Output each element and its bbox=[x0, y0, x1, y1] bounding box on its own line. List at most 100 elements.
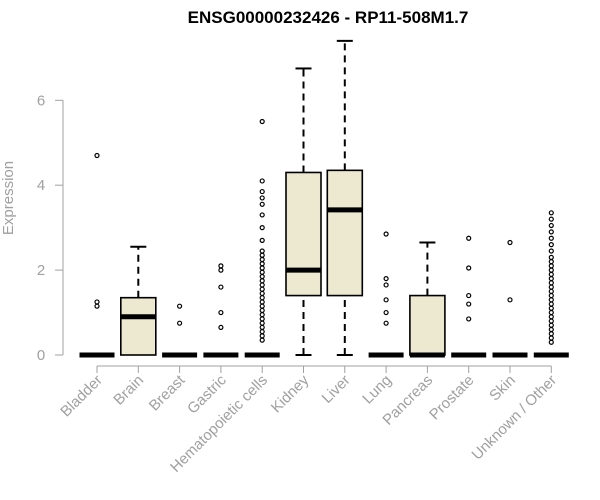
outlier-point bbox=[259, 201, 265, 207]
x-tick-label: Brain bbox=[110, 372, 147, 409]
chart-title: ENSG00000232426 - RP11-508M1.7 bbox=[188, 8, 469, 27]
outlier-point bbox=[383, 297, 389, 303]
outlier-point bbox=[259, 290, 265, 297]
outlier-point bbox=[94, 303, 100, 309]
x-tick-label: Bladder bbox=[57, 372, 106, 421]
outlier-point bbox=[218, 309, 224, 316]
outlier-point bbox=[259, 307, 265, 314]
outlier-point bbox=[507, 297, 513, 303]
outlier-point bbox=[259, 282, 265, 288]
outlier-point bbox=[548, 292, 554, 299]
outlier-point bbox=[94, 299, 100, 305]
x-tick-label: Breast bbox=[146, 371, 189, 414]
outlier-point bbox=[218, 324, 224, 331]
outlier-point bbox=[548, 297, 554, 303]
outlier-point bbox=[548, 314, 554, 320]
outlier-point bbox=[259, 248, 265, 254]
outlier-point bbox=[218, 263, 224, 269]
box-liver bbox=[326, 39, 364, 356]
outlier-point bbox=[259, 118, 265, 125]
outlier-point bbox=[218, 284, 224, 290]
outlier-point bbox=[548, 322, 554, 328]
outlier-point bbox=[259, 273, 265, 280]
outlier-point bbox=[259, 269, 265, 275]
outlier-point bbox=[218, 267, 224, 273]
box-iqr bbox=[285, 171, 322, 297]
outlier-point bbox=[94, 152, 100, 159]
outlier-point bbox=[259, 188, 265, 195]
outlier-point bbox=[177, 320, 183, 326]
outlier-point bbox=[548, 280, 554, 286]
outlier-point bbox=[259, 324, 265, 331]
outlier-point bbox=[259, 333, 265, 339]
x-tick-label: Lung bbox=[359, 372, 395, 408]
box-iqr bbox=[120, 296, 157, 356]
box-unknown-other bbox=[533, 210, 569, 358]
x-tick-label: Prostate bbox=[426, 372, 478, 424]
outlier-point bbox=[383, 320, 389, 326]
box-gastric bbox=[203, 263, 239, 358]
outlier-point bbox=[259, 178, 265, 184]
outlier-point bbox=[548, 318, 554, 324]
outlier-point bbox=[548, 242, 554, 248]
box-kidney bbox=[285, 67, 322, 356]
outlier-point bbox=[548, 248, 554, 254]
outlier-point bbox=[177, 303, 183, 309]
outlier-point bbox=[466, 316, 472, 322]
outlier-point bbox=[259, 195, 265, 201]
outlier-point bbox=[466, 235, 472, 241]
y-tick-label: 2 bbox=[37, 262, 45, 279]
outlier-point bbox=[466, 292, 472, 299]
outlier-point bbox=[507, 239, 513, 246]
y-tick-label: 0 bbox=[37, 347, 45, 364]
box-pancreas bbox=[409, 241, 446, 358]
outlier-point bbox=[548, 229, 554, 235]
outlier-point bbox=[548, 335, 554, 341]
y-axis: 0 2 4 6 bbox=[37, 92, 64, 364]
outlier-point bbox=[548, 339, 554, 345]
outlier-point bbox=[548, 254, 554, 260]
box-iqr bbox=[409, 294, 446, 356]
outlier-point bbox=[548, 309, 554, 316]
y-tick-label: 6 bbox=[37, 92, 45, 109]
box-bladder bbox=[79, 152, 115, 358]
outlier-point bbox=[548, 271, 554, 277]
box-skin bbox=[492, 239, 528, 358]
outlier-point bbox=[259, 278, 265, 284]
outlier-point bbox=[383, 282, 389, 288]
outlier-point bbox=[383, 309, 389, 316]
box-prostate bbox=[451, 235, 487, 358]
x-tick-label: Liver bbox=[319, 372, 354, 407]
outlier-point bbox=[259, 303, 265, 309]
outlier-point bbox=[259, 265, 265, 271]
outlier-point bbox=[548, 301, 554, 307]
y-axis-label: Expression bbox=[0, 161, 17, 235]
y-tick-label: 4 bbox=[37, 177, 45, 194]
outlier-point bbox=[259, 329, 265, 335]
outlier-point bbox=[259, 299, 265, 305]
box-lung bbox=[368, 231, 404, 358]
x-tick-label: Skin bbox=[486, 372, 519, 405]
outlier-point bbox=[548, 210, 554, 216]
outlier-point bbox=[259, 225, 265, 231]
outlier-point bbox=[548, 235, 554, 241]
outlier-point bbox=[259, 312, 265, 318]
outlier-point bbox=[259, 286, 265, 292]
outlier-point bbox=[259, 320, 265, 326]
outlier-point bbox=[259, 295, 265, 301]
outlier-point bbox=[548, 259, 554, 265]
outlier-point bbox=[259, 256, 265, 263]
outlier-point bbox=[383, 231, 389, 237]
outlier-point bbox=[466, 265, 472, 271]
box-iqr bbox=[326, 169, 364, 297]
outlier-point bbox=[548, 326, 554, 333]
outlier-point bbox=[259, 261, 265, 267]
outlier-point bbox=[259, 316, 265, 322]
x-tick-label: Kidney bbox=[268, 371, 313, 416]
box-breast bbox=[162, 303, 198, 358]
outlier-point bbox=[548, 267, 554, 273]
outlier-point bbox=[383, 275, 389, 282]
outlier-point bbox=[259, 252, 265, 258]
